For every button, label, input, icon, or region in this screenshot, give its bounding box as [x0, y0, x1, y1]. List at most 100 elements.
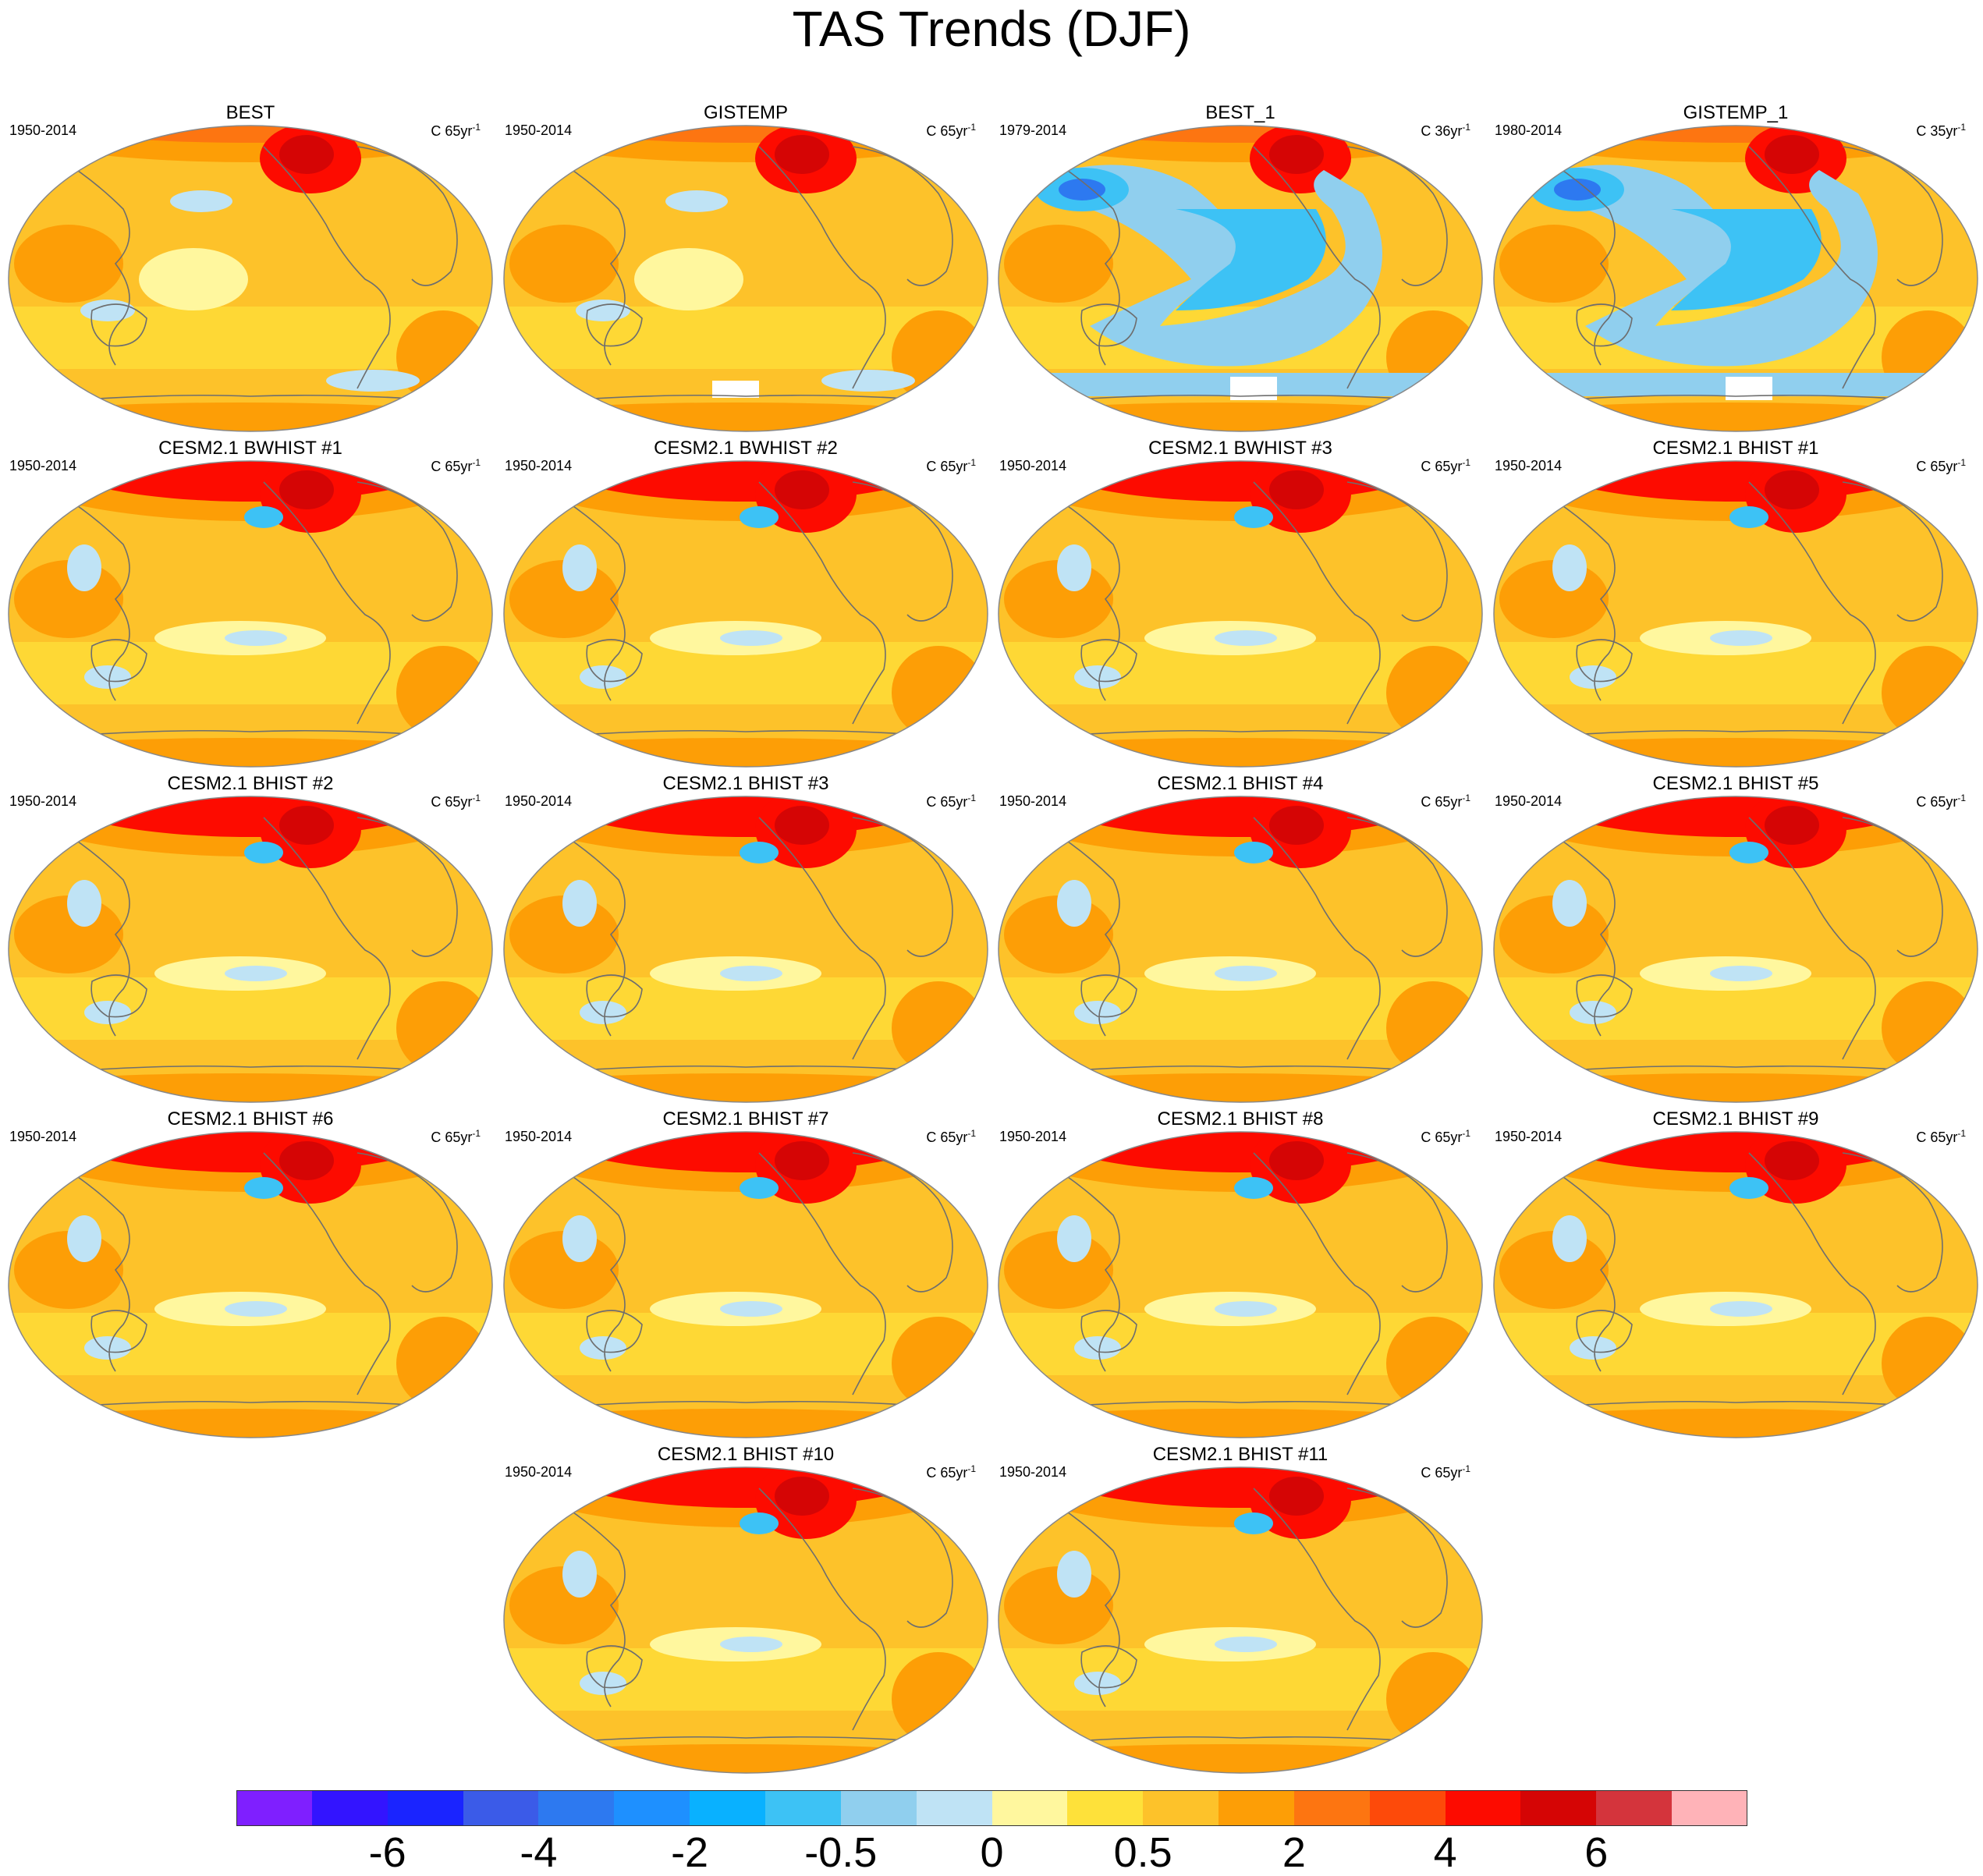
panel-period: 1950-2014	[999, 1129, 1067, 1144]
pacific-cooling-core	[1176, 209, 1326, 310]
trend-map	[502, 794, 990, 1105]
eurasia-cooling-core	[1554, 179, 1601, 200]
panel-title: CESM2.1 BHIST #2	[167, 773, 334, 794]
antarctic-band	[9, 1409, 490, 1438]
warm-patch-west	[509, 225, 619, 303]
siberia-core	[775, 1477, 829, 1516]
asia-cool	[67, 1215, 101, 1262]
alaska-cool	[1729, 506, 1768, 528]
panel-title: CESM2.1 BWHIST #1	[158, 438, 342, 459]
missing-data	[712, 381, 759, 398]
antarctic-band	[999, 738, 1480, 767]
pacific-cool	[225, 630, 287, 646]
siberia-core	[775, 1141, 829, 1180]
asia-cool	[562, 544, 597, 591]
map-border	[503, 1131, 988, 1438]
panel-title: BEST_1	[1205, 102, 1275, 123]
map-panel: BEST_1 1979-2014 C 36yr-1	[996, 101, 1485, 436]
panel-unit: C 65yr-1	[1916, 793, 1966, 810]
pacific-cool	[720, 966, 782, 981]
panel-period: 1950-2014	[999, 1464, 1067, 1480]
siberia-core	[279, 1141, 334, 1180]
trend-map	[996, 459, 1485, 769]
pacific-cool	[720, 1637, 782, 1652]
australia-cool	[84, 1001, 131, 1024]
panel-title: CESM2.1 BHIST #8	[1157, 1108, 1324, 1130]
panel-title: CESM2.1 BHIST #9	[1652, 1108, 1819, 1130]
map-border	[503, 460, 988, 768]
antarctic-band	[1494, 403, 1975, 431]
alaska-cool	[244, 1177, 283, 1199]
panel-period: 1950-2014	[505, 793, 573, 809]
siberia-core	[1269, 1477, 1324, 1516]
panel-unit: C 65yr-1	[431, 457, 481, 474]
pacific-cooling-core	[1671, 209, 1822, 310]
panel-title: CESM2.1 BHIST #11	[1152, 1444, 1329, 1465]
pacific-cool	[225, 1301, 287, 1317]
siberia-core	[775, 135, 829, 174]
map-panel: CESM2.1 BHIST #7 1950-2014 C 65yr-1	[502, 1108, 990, 1442]
panel-unit: C 65yr-1	[1421, 1128, 1470, 1145]
asia-cool	[1057, 1551, 1091, 1598]
alaska-cool	[1234, 1177, 1273, 1199]
australia-cool	[1570, 665, 1616, 689]
colorbar-swatch	[538, 1790, 615, 1826]
colorbar-tick-label: -2	[671, 1829, 709, 1876]
alaska-cool	[1729, 1177, 1768, 1199]
alaska-cool	[1729, 842, 1768, 864]
colorbar-swatch	[1672, 1790, 1748, 1826]
australia-cool	[1074, 1672, 1121, 1695]
panel-title: CESM2.1 BWHIST #3	[1148, 438, 1332, 459]
panel-period: 1950-2014	[9, 1129, 77, 1144]
warm-patch-east	[1882, 1317, 1975, 1410]
panel-unit: C 65yr-1	[926, 793, 976, 810]
colorbar-frame	[236, 1790, 1747, 1826]
map-border	[998, 460, 1483, 768]
map-border	[8, 1131, 493, 1438]
colorbar-swatch	[311, 1790, 388, 1826]
panel-unit: C 65yr-1	[926, 457, 976, 474]
siberia-core	[1269, 1141, 1324, 1180]
asia-cool	[562, 1551, 597, 1598]
colorbar-swatch	[1143, 1790, 1219, 1826]
alaska-cool	[740, 1177, 779, 1199]
trend-map	[1492, 459, 1980, 769]
map-border	[1493, 460, 1978, 768]
panel-unit: C 65yr-1	[1421, 1463, 1470, 1481]
asia-cool	[1057, 1215, 1091, 1262]
colorbar-swatch	[1445, 1790, 1521, 1826]
warm-patch-east	[1882, 646, 1975, 739]
map-border	[998, 1466, 1483, 1774]
panel-period: 1950-2014	[1495, 458, 1563, 473]
warm-patch-east	[1386, 1652, 1480, 1746]
panel-period: 1950-2014	[505, 458, 573, 473]
map-border	[8, 125, 493, 432]
trend-map	[6, 794, 495, 1105]
map-panel: CESM2.1 BHIST #11 1950-2014 C 65yr-1	[996, 1443, 1485, 1778]
alaska-cool	[244, 506, 283, 528]
australia-cool	[84, 1336, 131, 1360]
map-panel: CESM2.1 BHIST #3 1950-2014 C 65yr-1	[502, 772, 990, 1107]
warm-patch-west	[14, 225, 123, 303]
australia-cool	[1570, 1001, 1616, 1024]
map-border	[1493, 125, 1978, 432]
colorbar-swatch	[1369, 1790, 1446, 1826]
alaska-cool	[740, 842, 779, 864]
south-cool	[326, 370, 420, 392]
siberia-core	[775, 470, 829, 509]
north-pacific-cool	[170, 190, 232, 212]
panel-title: CESM2.1 BHIST #1	[1652, 438, 1819, 459]
colorbar-tick-label: -6	[368, 1829, 406, 1876]
panel-unit: C 65yr-1	[1916, 457, 1966, 474]
siberia-core	[279, 470, 334, 509]
warm-patch-east	[1386, 981, 1480, 1075]
warm-patch-east	[892, 1652, 985, 1746]
asia-cool	[562, 880, 597, 927]
panel-unit: C 65yr-1	[926, 1128, 976, 1145]
pacific-cool	[720, 1301, 782, 1317]
siberia-core	[1765, 470, 1819, 509]
colorbar-swatch	[916, 1790, 992, 1826]
alaska-cool	[1234, 1513, 1273, 1534]
pacific-cooling	[1562, 165, 1878, 367]
antarctic-band	[1494, 738, 1975, 767]
